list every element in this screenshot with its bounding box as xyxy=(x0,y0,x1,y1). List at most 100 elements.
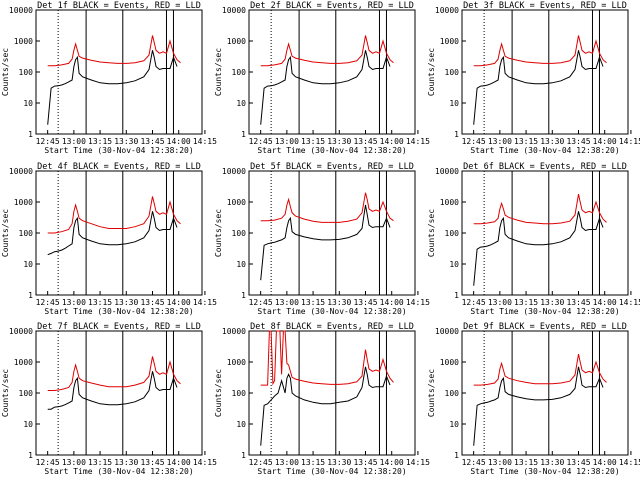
events-series-line xyxy=(260,50,391,125)
y-tick-label: 10 xyxy=(449,99,459,108)
x-tick-label: 13:45 xyxy=(566,137,590,146)
events-series-line xyxy=(260,204,391,281)
x-tick-label: 14:15 xyxy=(406,458,430,467)
x-tick-label: 13:30 xyxy=(114,137,138,146)
y-tick-label: 100 xyxy=(232,389,247,398)
x-tick-label: 13:45 xyxy=(353,298,377,307)
lld-series-line xyxy=(473,353,607,386)
y-tick-label: 1 xyxy=(28,291,33,300)
x-tick-label: 12:45 xyxy=(36,137,60,146)
x-tick-label: 13:00 xyxy=(488,458,512,467)
lld-series-line xyxy=(260,192,394,223)
x-tick-label: 13:00 xyxy=(488,298,512,307)
x-tick-label: 14:00 xyxy=(593,137,617,146)
y-axis-label: Counts/sec xyxy=(427,48,436,96)
panel-title: Det 5f BLACK = Events, RED = LLD xyxy=(250,162,414,172)
x-tick-label: 12:45 xyxy=(462,137,486,146)
x-tick-label: 14:00 xyxy=(380,137,404,146)
plot-frame xyxy=(248,330,416,456)
x-tick-label: 14:15 xyxy=(619,458,640,467)
x-tick-label: 14:15 xyxy=(193,137,217,146)
y-tick-label: 100 xyxy=(19,389,34,398)
events-series-line xyxy=(473,211,604,286)
x-tick-label: 14:15 xyxy=(406,137,430,146)
y-tick-label: 1000 xyxy=(227,198,246,207)
events-series-line xyxy=(260,366,391,446)
y-tick-label: 1000 xyxy=(227,358,246,367)
x-tick-label: 13:00 xyxy=(275,137,299,146)
y-tick-label: 10 xyxy=(236,420,246,429)
x-tick-label: 12:45 xyxy=(249,298,273,307)
plot-frame xyxy=(461,330,629,456)
events-series-line xyxy=(47,50,178,125)
x-tick-label: 12:45 xyxy=(249,458,273,467)
x-tick-label: 12:45 xyxy=(462,458,486,467)
y-tick-label: 1 xyxy=(454,451,459,460)
y-tick-label: 10 xyxy=(23,99,33,108)
x-tick-label: 14:15 xyxy=(193,458,217,467)
lld-series-line xyxy=(47,356,181,391)
y-tick-label: 100 xyxy=(19,68,34,77)
y-axis-label: Counts/sec xyxy=(214,48,223,96)
x-tick-label: 14:00 xyxy=(380,298,404,307)
x-tick-label: 13:15 xyxy=(88,298,112,307)
plot-frame xyxy=(248,9,416,135)
x-tick-label: 13:45 xyxy=(566,458,590,467)
x-tick-label: 13:15 xyxy=(301,298,325,307)
y-tick-label: 100 xyxy=(445,229,460,238)
y-tick-label: 10000 xyxy=(222,167,246,176)
y-tick-label: 10 xyxy=(23,420,33,429)
x-tick-label: 14:00 xyxy=(167,458,191,467)
x-tick-label: 13:30 xyxy=(114,298,138,307)
y-axis-label: Counts/sec xyxy=(427,369,436,417)
y-axis-label: Counts/sec xyxy=(1,369,10,417)
events-series-line xyxy=(473,50,604,125)
x-axis-label: Start Time (30-Nov-04 12:38:20) xyxy=(257,146,406,155)
lld-series-line xyxy=(260,35,394,67)
x-tick-label: 13:00 xyxy=(62,137,86,146)
y-tick-label: 1000 xyxy=(440,198,459,207)
x-tick-label: 13:45 xyxy=(140,137,164,146)
plot-frame xyxy=(461,9,629,135)
x-tick-label: 13:15 xyxy=(514,298,538,307)
x-tick-label: 12:45 xyxy=(249,137,273,146)
y-tick-label: 10000 xyxy=(435,327,459,336)
x-tick-label: 13:15 xyxy=(514,458,538,467)
x-tick-label: 13:30 xyxy=(540,137,564,146)
lld-series-line xyxy=(47,196,181,234)
x-tick-label: 14:15 xyxy=(193,298,217,307)
y-tick-label: 10000 xyxy=(9,167,33,176)
x-axis-label: Start Time (30-Nov-04 12:38:20) xyxy=(44,146,193,155)
x-tick-label: 13:00 xyxy=(62,298,86,307)
x-tick-label: 13:30 xyxy=(327,137,351,146)
y-tick-label: 100 xyxy=(445,68,460,77)
panel-title: Det 4f BLACK = Events, RED = LLD xyxy=(37,162,201,172)
panel-title: Det 9f BLACK = Events, RED = LLD xyxy=(463,322,627,332)
x-tick-label: 14:00 xyxy=(593,458,617,467)
y-axis-label: Counts/sec xyxy=(427,209,436,257)
x-tick-label: 14:15 xyxy=(619,137,640,146)
x-tick-label: 12:45 xyxy=(462,298,486,307)
y-tick-label: 10 xyxy=(23,260,33,269)
y-tick-label: 1 xyxy=(28,130,33,139)
y-tick-label: 10000 xyxy=(222,327,246,336)
y-tick-label: 1000 xyxy=(14,358,33,367)
x-tick-label: 13:00 xyxy=(275,458,299,467)
x-axis-label: Start Time (30-Nov-04 12:38:20) xyxy=(257,307,406,316)
panel-title: Det 7f BLACK = Events, RED = LLD xyxy=(37,322,201,332)
y-tick-label: 10000 xyxy=(435,6,459,15)
x-tick-label: 13:15 xyxy=(301,137,325,146)
y-tick-label: 10 xyxy=(449,420,459,429)
x-tick-label: 14:15 xyxy=(619,298,640,307)
y-tick-label: 1 xyxy=(241,451,246,460)
plot-frame xyxy=(35,170,203,296)
x-tick-label: 13:30 xyxy=(114,458,138,467)
lld-series-line xyxy=(260,330,394,386)
y-tick-label: 1000 xyxy=(14,198,33,207)
x-tick-label: 13:45 xyxy=(566,298,590,307)
y-tick-label: 10000 xyxy=(222,6,246,15)
x-tick-label: 13:30 xyxy=(327,458,351,467)
y-tick-label: 100 xyxy=(19,229,34,238)
